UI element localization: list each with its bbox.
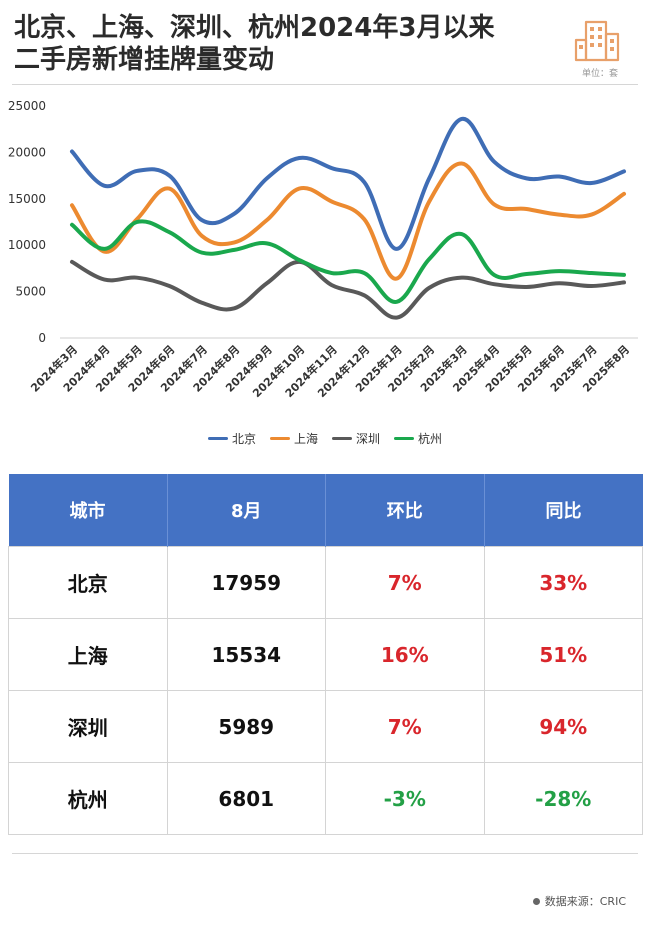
series-line-0 xyxy=(70,116,626,251)
value-cell: 17959 xyxy=(166,546,326,619)
page-title: 北京、上海、深圳、杭州2024年3月以来 二手房新增挂牌量变动 xyxy=(14,13,495,75)
line-chart: 0 5000 10000 15000 20000 25000 2024年3月2024年4月… xyxy=(8,99,638,400)
legend-label: 北京 xyxy=(231,432,256,446)
table-row: 深圳 5989 7% 94% xyxy=(8,690,643,763)
city-cell: 北京 xyxy=(8,546,168,619)
series-line-1 xyxy=(70,161,626,281)
city-cell: 杭州 xyxy=(8,762,168,835)
mom-cell: 7% xyxy=(325,546,485,619)
x-axis: 2024年3月2024年4月2024年5月2024年6月2024年7月2024年… xyxy=(28,337,638,400)
y-tick-label: 10000 xyxy=(8,238,46,252)
city-cell: 深圳 xyxy=(8,690,168,763)
table-row: 杭州 6801 -3% -28% xyxy=(8,762,643,835)
mom-cell: 7% xyxy=(325,690,485,763)
legend-swatch xyxy=(332,437,352,440)
y-axis: 0 5000 10000 15000 20000 25000 xyxy=(8,99,46,345)
legend-item-shanghai: 上海 xyxy=(269,430,318,447)
unit-label: 单位：套 xyxy=(582,69,619,79)
yoy-cell: 33% xyxy=(483,546,643,619)
header-mom: 环比 xyxy=(325,474,485,547)
value-cell: 5989 xyxy=(166,690,326,763)
series-line-2 xyxy=(70,259,626,320)
city-cell: 上海 xyxy=(8,618,168,691)
yoy-cell: 94% xyxy=(483,690,643,763)
legend-swatch xyxy=(269,437,290,440)
y-tick-label: 15000 xyxy=(8,192,46,206)
footer-divider xyxy=(12,853,638,854)
chart-legend: 北京 上海 深圳 杭州 xyxy=(0,430,650,447)
header-city: 城市 xyxy=(8,474,168,547)
yoy-cell: 51% xyxy=(483,618,643,691)
table-header-row: 城市 8月 环比 同比 xyxy=(8,474,643,547)
y-tick-label: 20000 xyxy=(8,145,46,159)
header-yoy: 同比 xyxy=(484,474,643,547)
header-month: 8月 xyxy=(167,474,326,547)
y-tick-label: 0 xyxy=(38,331,46,345)
legend-label: 深圳 xyxy=(356,432,381,446)
table-row: 北京 17959 7% 33% xyxy=(8,546,643,619)
value-cell: 6801 xyxy=(166,762,326,835)
mom-cell: 16% xyxy=(325,618,485,691)
legend-item-hangzhou: 杭州 xyxy=(394,430,442,447)
header-divider xyxy=(12,84,638,85)
y-tick-label: 25000 xyxy=(8,99,46,113)
source-text: 数据来源：CRIC xyxy=(544,895,626,908)
legend-item-shenzhen: 深圳 xyxy=(332,430,380,447)
mom-cell: -3% xyxy=(325,762,485,835)
legend-swatch xyxy=(394,437,415,440)
legend-item-beijing: 北京 xyxy=(207,430,256,447)
data-source: 数据来源：CRIC xyxy=(532,893,626,909)
y-tick-label: 5000 xyxy=(15,285,46,299)
yoy-cell: -28% xyxy=(483,762,643,835)
value-cell: 15534 xyxy=(166,618,326,691)
series-line-3 xyxy=(70,219,626,304)
legend-label: 杭州 xyxy=(418,432,443,446)
legend-swatch xyxy=(207,437,228,440)
building-icon xyxy=(574,20,620,62)
series-lines xyxy=(70,116,626,320)
summary-table: 城市 8月 环比 同比 北京 17959 7% 33% 上海 15534 16%… xyxy=(8,474,643,835)
table-row: 上海 15534 16% 51% xyxy=(8,618,643,691)
legend-label: 上海 xyxy=(293,432,318,446)
bullet-dot-icon xyxy=(532,897,540,905)
